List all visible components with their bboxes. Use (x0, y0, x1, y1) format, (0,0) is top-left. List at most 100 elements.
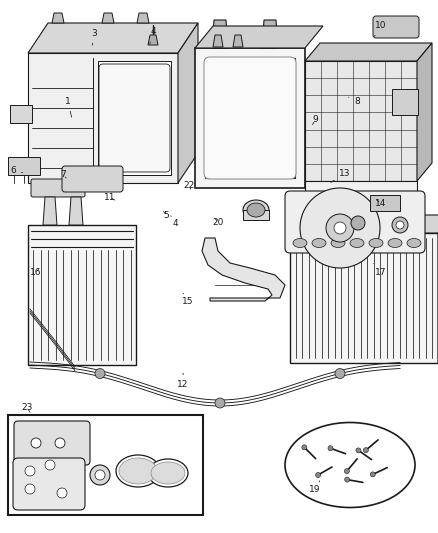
Text: 15: 15 (182, 293, 193, 305)
FancyBboxPatch shape (204, 57, 296, 179)
FancyBboxPatch shape (31, 179, 85, 197)
Text: 23: 23 (21, 403, 33, 413)
Ellipse shape (331, 238, 345, 247)
Bar (305, 61, 417, 181)
Text: 7: 7 (60, 171, 67, 179)
Polygon shape (52, 13, 64, 23)
Polygon shape (178, 23, 198, 183)
Circle shape (396, 221, 404, 229)
Polygon shape (148, 35, 158, 45)
Ellipse shape (148, 459, 188, 487)
Ellipse shape (247, 203, 265, 217)
Polygon shape (290, 215, 438, 233)
Circle shape (300, 188, 380, 268)
Text: 14: 14 (375, 199, 387, 208)
Circle shape (25, 466, 35, 476)
Ellipse shape (350, 238, 364, 247)
Circle shape (334, 222, 346, 234)
Circle shape (31, 438, 41, 448)
FancyBboxPatch shape (13, 458, 85, 510)
Text: 16: 16 (30, 269, 42, 277)
Ellipse shape (296, 196, 384, 260)
Circle shape (356, 448, 361, 453)
Text: 17: 17 (373, 263, 387, 277)
Polygon shape (137, 13, 149, 23)
Bar (8, 415, 203, 515)
Circle shape (25, 484, 35, 494)
Circle shape (57, 488, 67, 498)
Circle shape (328, 446, 333, 451)
Text: 4: 4 (150, 28, 156, 44)
Polygon shape (102, 13, 114, 23)
Bar (205, 58, 295, 178)
Text: 19: 19 (309, 481, 320, 494)
Polygon shape (417, 43, 432, 181)
Polygon shape (195, 26, 323, 48)
Text: 22: 22 (184, 181, 195, 190)
Polygon shape (69, 197, 83, 225)
Bar (8, 157, 40, 175)
Bar (28, 225, 136, 365)
Polygon shape (43, 197, 57, 225)
FancyBboxPatch shape (373, 16, 419, 38)
Text: 4: 4 (171, 216, 178, 228)
Ellipse shape (119, 458, 157, 484)
Polygon shape (305, 43, 432, 61)
Text: 12: 12 (177, 373, 189, 389)
FancyBboxPatch shape (285, 191, 425, 253)
Polygon shape (212, 20, 228, 48)
Bar (243, 210, 269, 220)
Polygon shape (28, 23, 198, 53)
Text: 6: 6 (10, 166, 23, 175)
Circle shape (95, 470, 105, 480)
Circle shape (364, 448, 368, 453)
Polygon shape (28, 53, 178, 183)
Bar (370, 195, 400, 211)
Ellipse shape (312, 238, 326, 247)
Circle shape (344, 469, 350, 474)
Ellipse shape (293, 238, 307, 247)
Ellipse shape (388, 238, 402, 247)
Bar (305, 181, 417, 226)
FancyBboxPatch shape (14, 421, 90, 465)
Circle shape (315, 472, 321, 478)
Circle shape (302, 445, 307, 450)
Bar (98, 61, 171, 175)
Circle shape (215, 398, 225, 408)
Circle shape (45, 460, 55, 470)
Circle shape (55, 438, 65, 448)
Circle shape (90, 465, 110, 485)
Bar (290, 233, 438, 363)
Ellipse shape (369, 238, 383, 247)
Bar (392, 89, 418, 115)
Circle shape (335, 368, 345, 378)
Text: 3: 3 (91, 29, 97, 45)
Text: 10: 10 (374, 21, 387, 36)
Bar (195, 48, 305, 188)
Text: 13: 13 (331, 169, 351, 182)
Ellipse shape (116, 455, 160, 487)
Ellipse shape (243, 200, 269, 220)
Ellipse shape (407, 238, 421, 247)
Polygon shape (202, 238, 285, 301)
Text: 8: 8 (349, 97, 360, 106)
Polygon shape (233, 35, 243, 47)
Circle shape (345, 477, 350, 482)
Ellipse shape (285, 423, 415, 507)
Text: 9: 9 (312, 116, 318, 125)
Circle shape (351, 216, 365, 230)
Text: 5: 5 (163, 211, 170, 220)
FancyBboxPatch shape (62, 166, 123, 192)
Polygon shape (213, 35, 223, 47)
Circle shape (392, 217, 408, 233)
Circle shape (326, 214, 354, 242)
Circle shape (95, 368, 105, 378)
Bar (10, 105, 32, 123)
Ellipse shape (151, 462, 185, 484)
Text: 11: 11 (104, 193, 115, 201)
Polygon shape (262, 20, 278, 48)
Circle shape (370, 472, 375, 477)
Text: 1: 1 (65, 97, 72, 117)
FancyBboxPatch shape (99, 64, 170, 172)
Text: 20: 20 (212, 219, 224, 227)
